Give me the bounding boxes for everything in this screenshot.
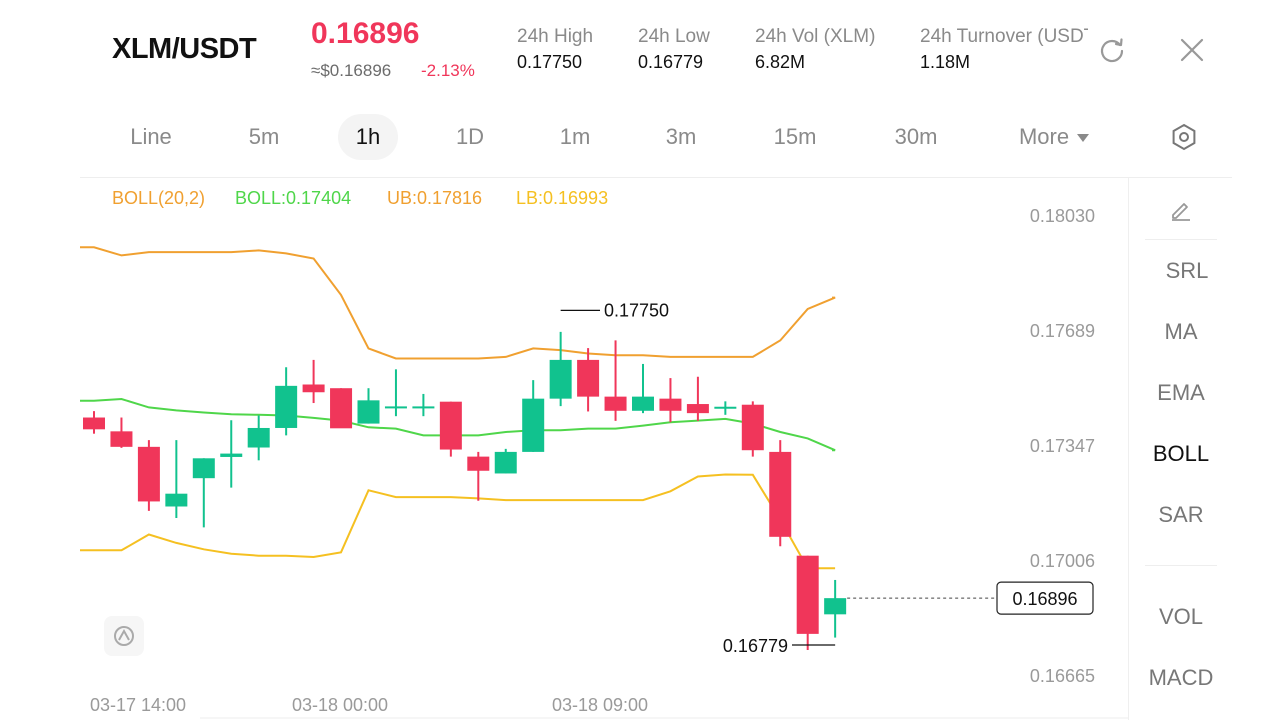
fiat-price: ≈$0.16896	[311, 61, 392, 80]
candle-body	[549, 359, 572, 399]
exchange-logo-icon	[104, 616, 144, 656]
boll-params: BOLL(20,2)	[112, 188, 206, 208]
candle-body	[384, 406, 407, 409]
candle-body	[494, 451, 517, 474]
pencil-icon[interactable]	[1165, 194, 1197, 226]
candle-body	[412, 406, 435, 409]
refresh-icon[interactable]	[1096, 34, 1128, 66]
candle-body	[467, 456, 490, 471]
candle-body	[137, 446, 160, 502]
sidebar-item-srl[interactable]: SRL	[1165, 258, 1209, 283]
boll-middle-band	[80, 397, 836, 452]
sidebar-item-ma[interactable]: MA	[1164, 319, 1198, 344]
candle-body	[275, 385, 298, 428]
indicator-sidebar: SRL MA EMA BOLL SAR VOL MACD	[1128, 178, 1233, 720]
price-change: -2.13%	[421, 61, 475, 80]
close-icon[interactable]	[1176, 34, 1208, 66]
stat-vol-value: 6.82M	[755, 52, 806, 72]
boll-upper-band	[80, 246, 836, 360]
x-tick-label: 03-18 00:00	[292, 695, 388, 715]
boll-lower-band	[80, 473, 836, 570]
sidebar-item-vol[interactable]: VOL	[1158, 604, 1204, 629]
candle-body	[796, 555, 819, 634]
candle-body	[220, 453, 243, 457]
boll-lb-value: LB:0.16993	[516, 188, 609, 208]
last-price: 0.16896	[311, 17, 420, 50]
candle-body	[83, 417, 105, 430]
tab-1h[interactable]: 1h	[338, 114, 398, 160]
caret-down-icon	[1077, 134, 1090, 143]
candle-body	[357, 400, 380, 424]
tab-15m[interactable]: 15m	[773, 124, 817, 149]
tab-3m[interactable]: 3m	[665, 124, 697, 149]
candle-body	[604, 396, 627, 411]
last-price-tag: 0.16896	[1012, 589, 1077, 609]
sidebar-item-ema[interactable]: EMA	[1157, 380, 1205, 405]
tab-1d[interactable]: 1D	[455, 124, 485, 149]
sidebar-divider	[1145, 565, 1217, 566]
candle-body	[522, 398, 545, 452]
settings-hexagon-icon[interactable]	[1168, 121, 1200, 153]
candle-body	[330, 388, 353, 429]
pair-title: XLM/USDT	[112, 33, 257, 65]
tab-5m[interactable]: 5m	[248, 124, 280, 149]
tabs-divider	[80, 177, 1232, 178]
sidebar-divider	[1145, 239, 1217, 240]
stat-turnover-value: 1.18M	[920, 52, 971, 72]
candle-body	[741, 404, 764, 451]
sidebar-item-macd[interactable]: MACD	[1148, 665, 1214, 690]
y-tick-label: 0.17006	[1030, 551, 1095, 571]
candle-body	[110, 431, 133, 447]
stat-high-value: 0.17750	[517, 52, 583, 72]
tab-1m[interactable]: 1m	[559, 124, 591, 149]
candle-body	[686, 404, 709, 414]
candle-body	[714, 406, 737, 409]
y-tick-label: 0.18030	[1030, 206, 1095, 226]
tab-line[interactable]: Line	[130, 124, 172, 149]
stat-low-label: 24h Low	[638, 26, 710, 47]
candle-body	[659, 398, 682, 411]
sidebar-item-sar[interactable]: SAR	[1158, 502, 1204, 527]
candle-body	[302, 384, 325, 393]
y-tick-label: 0.17347	[1030, 436, 1095, 456]
stat-low-value: 0.16779	[638, 52, 704, 72]
candle-body	[632, 396, 654, 411]
boll-mid-value: BOLL:0.17404	[235, 188, 352, 208]
y-tick-label: 0.17689	[1030, 321, 1095, 341]
tab-more[interactable]: More	[1006, 114, 1102, 160]
candle-body	[439, 401, 462, 450]
sidebar-item-boll[interactable]: BOLL	[1152, 441, 1210, 466]
tab-30m[interactable]: 30m	[894, 124, 938, 149]
y-tick-label: 0.16665	[1030, 666, 1095, 686]
stat-high-label: 24h High	[517, 26, 594, 47]
x-tick-label: 03-17 14:00	[90, 695, 186, 715]
candle-body	[192, 458, 215, 479]
low-price-label: 0.16779	[723, 636, 788, 656]
candle-body	[247, 427, 270, 448]
stat-vol-label: 24h Vol (XLM)	[755, 26, 876, 47]
high-price-label: 0.17750	[604, 300, 669, 320]
boll-ub-value: UB:0.17816	[387, 188, 483, 208]
candle-body	[577, 359, 600, 397]
candle-body	[165, 493, 188, 507]
last-price-box	[996, 581, 1094, 615]
stat-turnover-label: 24h Turnover (USDT)	[920, 26, 1088, 47]
candle-body	[769, 451, 792, 537]
x-tick-label: 03-18 09:00	[552, 695, 648, 715]
more-label: More	[1018, 124, 1070, 149]
candle-body	[824, 598, 847, 615]
